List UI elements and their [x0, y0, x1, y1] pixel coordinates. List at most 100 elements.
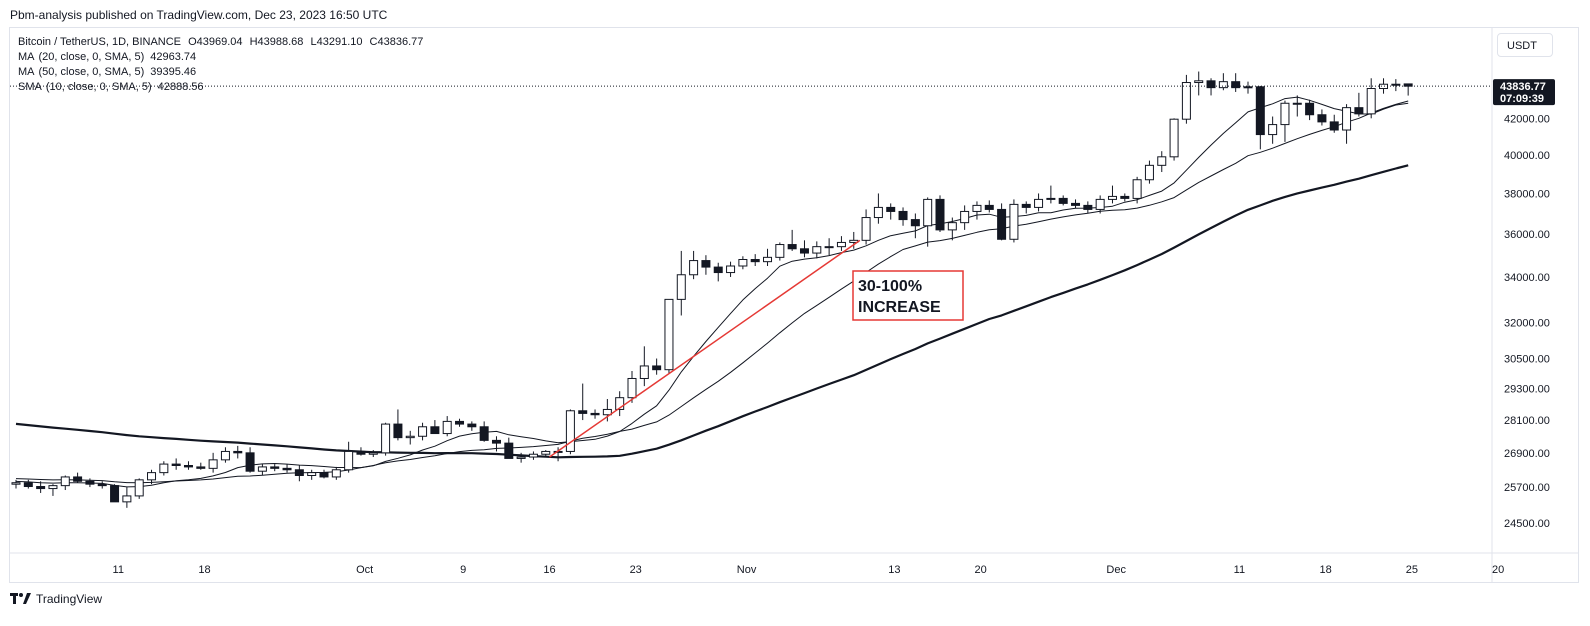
x-tick-label: 9	[460, 564, 466, 576]
ma-value: 39395.46	[150, 66, 197, 78]
candle-up	[763, 256, 773, 263]
candle-up	[1391, 83, 1401, 86]
annotation-line-2: INCREASE	[858, 299, 941, 316]
y-tick-label: 24500.00	[1504, 518, 1550, 530]
y-tick-label: 30500.00	[1504, 354, 1550, 366]
x-tick-label: 16	[543, 564, 555, 576]
ohlc-high: H43988.68	[249, 36, 304, 48]
candle-down	[750, 259, 760, 263]
candle-up	[972, 204, 982, 212]
ma-value: 42888.56	[157, 81, 204, 93]
y-tick-label: 29300.00	[1504, 384, 1550, 396]
symbol-label[interactable]: Bitcoin / TetherUS, 1D, BINANCE	[18, 36, 182, 48]
legend-ma20-row[interactable]: MA (20, close, 0, SMA, 5) 42963.74	[18, 50, 423, 65]
footer-brand[interactable]: TradingView	[10, 592, 102, 606]
candle-down	[713, 266, 723, 274]
candle-down	[36, 486, 46, 490]
candle-up	[1218, 81, 1228, 89]
candle-up	[602, 408, 612, 416]
candle-up	[923, 198, 933, 227]
ma-params: (20, close, 0, SMA, 5)	[38, 51, 145, 63]
candle-down	[294, 469, 304, 477]
candle-up	[257, 466, 267, 472]
candle-up	[836, 241, 846, 248]
candle-down	[196, 466, 206, 469]
candle-up	[147, 472, 157, 481]
x-tick-label: 13	[888, 564, 900, 576]
candle-up	[1132, 179, 1142, 199]
candle-up	[824, 246, 834, 249]
candle-up	[541, 450, 551, 455]
x-tick-label: 20	[1492, 564, 1504, 576]
candle-up	[1342, 107, 1352, 131]
x-tick-label: 18	[198, 564, 210, 576]
ma50-line	[15, 164, 1409, 459]
candle-up	[738, 259, 748, 267]
candle-down	[23, 482, 33, 488]
published-by-line: Pbm-analysis published on TradingView.co…	[10, 8, 388, 22]
candle-up	[307, 472, 317, 477]
candle-up	[664, 298, 674, 371]
y-tick-label: 25700.00	[1504, 482, 1550, 494]
candle-down	[183, 464, 193, 468]
candle-down	[1058, 197, 1068, 204]
candle-down	[799, 248, 809, 254]
candle-up	[1144, 164, 1154, 181]
ohlc-low: L43291.10	[310, 36, 363, 48]
y-tick-label: 26900.00	[1504, 448, 1550, 460]
y-tick-label: 42000.00	[1504, 113, 1550, 125]
candle-down	[886, 206, 896, 212]
candle-down	[1329, 121, 1339, 131]
candle-up	[368, 452, 378, 455]
x-tick-label: 25	[1406, 564, 1418, 576]
candle-up	[1194, 80, 1204, 84]
currency-button[interactable]: USDT	[1497, 33, 1553, 57]
legend-sma10-row[interactable]: SMA (10, close, 0, SMA, 5) 42888.56	[18, 80, 423, 95]
candle-up	[134, 479, 144, 497]
x-tick-label: 11	[113, 564, 124, 576]
candle-down	[1354, 107, 1364, 115]
candle-down	[984, 204, 994, 210]
candle-down	[1120, 195, 1130, 199]
candle-down	[997, 208, 1007, 240]
candle-up	[726, 265, 736, 274]
candle-down	[282, 467, 292, 471]
trend-line	[549, 239, 861, 458]
candle-down	[1206, 80, 1216, 89]
candle-up	[1268, 124, 1278, 136]
candle-down	[652, 365, 662, 371]
ma-params: (10, close, 0, SMA, 5)	[45, 81, 152, 93]
candle-down	[233, 450, 243, 454]
x-tick-label: 18	[1319, 564, 1331, 576]
candle-up	[381, 423, 391, 454]
candle-down	[701, 260, 711, 268]
y-tick-label: 38000.00	[1504, 188, 1550, 200]
ma-params: (50, close, 0, SMA, 5)	[38, 66, 145, 78]
candle-down	[787, 244, 797, 250]
candle-up	[1181, 82, 1191, 120]
candle-up	[48, 485, 58, 490]
chart-pane[interactable]	[9, 27, 1579, 583]
candle-up	[405, 435, 415, 439]
footer-brand-label: TradingView	[36, 592, 103, 606]
candle-up	[122, 495, 132, 503]
candle-up	[1169, 118, 1179, 158]
ma-value: 42963.74	[150, 51, 197, 63]
candle-down	[85, 480, 95, 485]
candle-up	[615, 397, 625, 410]
ma-name: MA	[18, 51, 35, 63]
candle-up	[418, 426, 428, 437]
candle-down	[479, 426, 489, 441]
legend-symbol-row: Bitcoin / TetherUS, 1D, BINANCE O43969.0…	[18, 35, 423, 50]
candle-down	[245, 452, 255, 472]
candle-up	[442, 420, 452, 435]
candle-up	[812, 246, 822, 254]
candle-up	[220, 450, 230, 461]
bar-countdown: 07:09:39	[1500, 93, 1544, 105]
candle-up	[516, 456, 526, 459]
candle-down	[319, 472, 329, 478]
candle-down	[1317, 114, 1327, 123]
tradingview-logo-icon	[10, 593, 31, 604]
legend-ma50-row[interactable]: MA (50, close, 0, SMA, 5) 39395.46	[18, 65, 423, 80]
